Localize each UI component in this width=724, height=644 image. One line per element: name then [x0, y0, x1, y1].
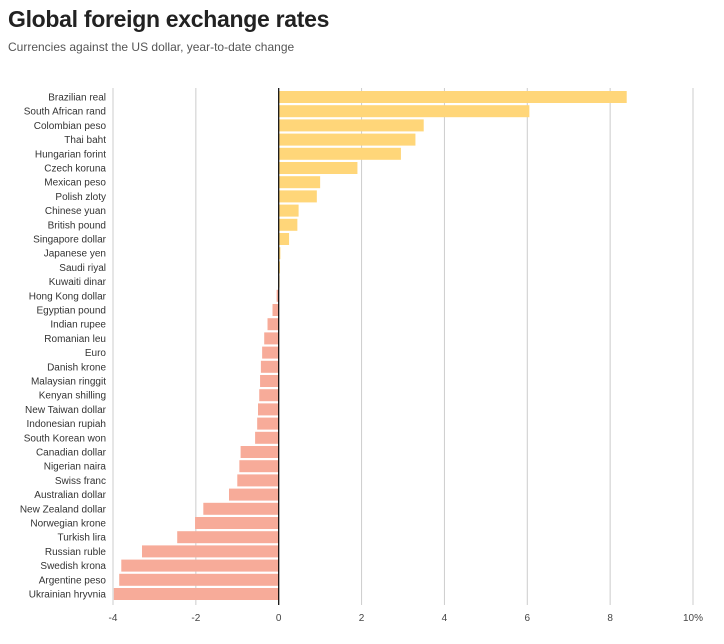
bar-russian-ruble: [142, 545, 279, 558]
category-labels: Brazilian real South African rand Colombia…: [20, 93, 107, 601]
x-tick-label: 8: [607, 613, 613, 624]
bar-british-pound: [278, 218, 298, 231]
bar-south-korean-won: [255, 431, 279, 444]
category-label-kenyan-shilling: Kenyan shilling: [39, 391, 106, 402]
bar-romanian-leu: [264, 332, 279, 345]
category-label-swedish-krona: Swedish krona: [40, 561, 106, 572]
bar-mexican-peso: [278, 176, 321, 189]
chart-subtitle: Currencies against the US dollar, year-t…: [8, 40, 295, 54]
category-label-egyptian-pound: Egyptian pound: [36, 306, 106, 317]
x-tick-label: 6: [525, 613, 531, 624]
bar-indian-rupee: [267, 318, 279, 331]
category-label-turkish-lira: Turkish lira: [57, 533, 106, 544]
category-label-polish-zloty: Polish zloty: [55, 192, 106, 203]
bar-indonesian-rupiah: [257, 417, 279, 430]
category-label-euro: Euro: [85, 348, 107, 359]
bar-swedish-krona: [121, 559, 279, 572]
category-label-australian-dollar: Australian dollar: [34, 490, 106, 501]
category-label-canadian-dollar: Canadian dollar: [36, 448, 107, 459]
bar-argentine-peso: [119, 573, 279, 586]
bar-saudi-riyal: [278, 261, 280, 274]
category-label-brazilian-real: Brazilian real: [48, 93, 106, 104]
bar-australian-dollar: [229, 488, 279, 501]
bar-nigerian-naira: [239, 460, 279, 473]
bar-polish-zloty: [278, 190, 317, 203]
category-label-malaysian-ringgit: Malaysian ringgit: [31, 377, 106, 388]
bar-singapore-dollar: [278, 233, 290, 245]
chart-title: Global foreign exchange rates: [8, 6, 330, 32]
category-label-ukrainian-hryvnia: Ukrainian hryvnia: [29, 590, 107, 601]
category-label-norwegian-krone: Norwegian krone: [30, 519, 106, 530]
category-label-new-taiwan-dollar: New Taiwan dollar: [25, 405, 107, 416]
category-label-nigerian-naira: Nigerian naira: [44, 462, 107, 473]
x-tick-label: 2: [359, 613, 365, 624]
bar-hungarian-forint: [278, 147, 401, 160]
category-label-new-zealand-dollar: New Zealand dollar: [20, 504, 107, 515]
bars: [113, 91, 627, 600]
x-axis-ticks: -4 -2 0 2 4 6 8 10%: [109, 613, 704, 624]
category-label-argentine-peso: Argentine peso: [39, 575, 107, 586]
category-label-russian-ruble: Russian ruble: [45, 547, 107, 558]
category-label-romanian-leu: Romanian leu: [44, 334, 106, 345]
category-label-indonesian-rupiah: Indonesian rupiah: [26, 419, 106, 430]
bar-japanese-yen: [278, 247, 281, 260]
bar-new-zealand-dollar: [203, 502, 279, 515]
category-label-kuwaiti-dinar: Kuwaiti dinar: [49, 277, 107, 288]
category-label-mexican-peso: Mexican peso: [44, 178, 106, 189]
category-label-south-korean-won: South Korean won: [24, 433, 106, 444]
category-label-chinese-yuan: Chinese yuan: [45, 206, 106, 217]
bar-hong-kong-dollar: [276, 289, 279, 302]
bar-turkish-lira: [177, 531, 279, 544]
bar-thai-baht: [278, 133, 416, 146]
category-label-singapore-dollar: Singapore dollar: [33, 235, 106, 246]
bar-kenyan-shilling: [259, 389, 279, 402]
category-label-czech-koruna: Czech koruna: [44, 164, 106, 175]
bar-czech-koruna: [278, 162, 358, 174]
category-label-south-african-rand: South African rand: [24, 107, 106, 118]
category-label-danish-krone: Danish krone: [47, 362, 106, 373]
bar-chinese-yuan: [278, 204, 299, 217]
category-label-hong-kong-dollar: Hong Kong dollar: [29, 291, 107, 302]
bar-new-taiwan-dollar: [258, 403, 279, 416]
bar-norwegian-krone: [195, 517, 279, 529]
bar-euro: [262, 346, 279, 359]
x-tick-label: -4: [109, 613, 118, 624]
category-label-saudi-riyal: Saudi riyal: [59, 263, 106, 274]
bar-ukrainian-hryvnia: [113, 588, 279, 600]
bar-danish-krone: [260, 360, 279, 373]
bar-brazilian-real: [278, 91, 627, 103]
bar-swiss-franc: [237, 474, 279, 487]
bar-canadian-dollar: [240, 446, 279, 458]
x-tick-label: 4: [442, 613, 448, 624]
category-label-thai-baht: Thai baht: [64, 135, 106, 146]
bar-egyptian-pound: [272, 304, 279, 316]
category-label-indian-rupee: Indian rupee: [50, 320, 106, 331]
x-tick-label: -2: [191, 613, 200, 624]
bar-malaysian-ringgit: [260, 375, 279, 387]
category-label-british-pound: British pound: [48, 220, 106, 231]
x-tick-label: 10%: [683, 613, 703, 624]
bar-colombian-peso: [278, 119, 424, 132]
category-label-hungarian-forint: Hungarian forint: [35, 149, 106, 160]
x-tick-label: 0: [276, 613, 282, 624]
category-label-colombian-peso: Colombian peso: [34, 121, 107, 132]
bar-south-african-rand: [278, 105, 530, 118]
category-label-japanese-yen: Japanese yen: [44, 249, 106, 260]
category-label-swiss-franc: Swiss franc: [55, 476, 106, 487]
